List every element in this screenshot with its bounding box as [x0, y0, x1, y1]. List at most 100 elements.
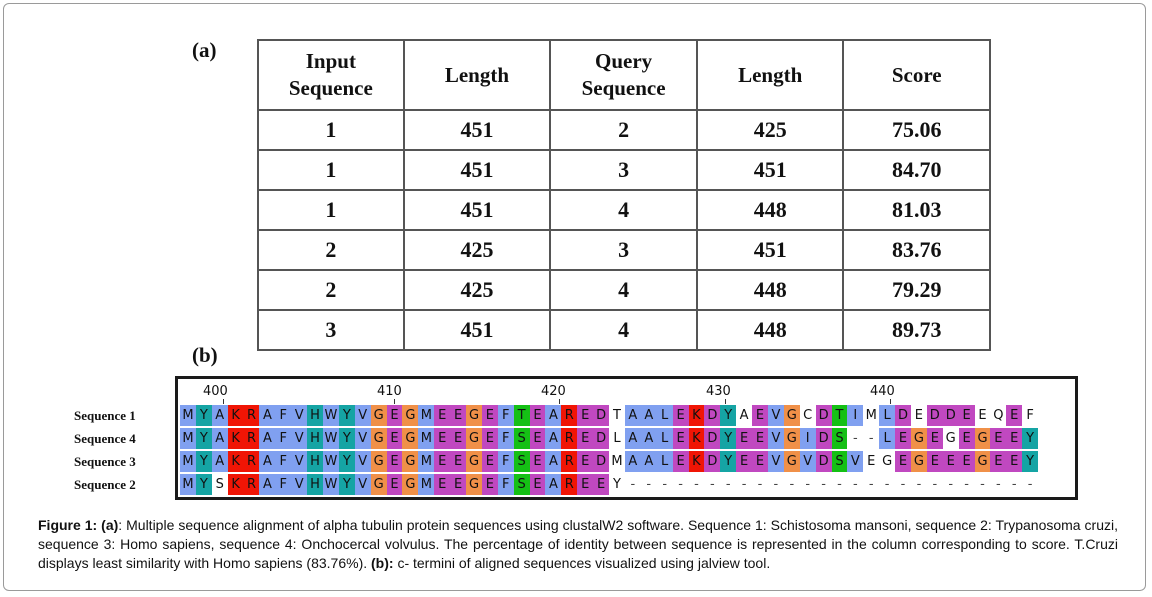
- residue: G: [974, 428, 991, 449]
- residue: Y: [609, 474, 625, 495]
- residue: W: [323, 451, 339, 472]
- residue: Y: [195, 451, 212, 472]
- residue: M: [418, 405, 435, 426]
- residue: D: [815, 405, 832, 426]
- table-row: 3 451 4 448 89.73: [257, 309, 991, 351]
- residue: G: [910, 451, 927, 472]
- residue: Y: [195, 405, 212, 426]
- residue: -: [958, 474, 975, 495]
- residue: -: [895, 474, 911, 495]
- cell: 2: [257, 269, 405, 311]
- residue: K: [688, 428, 705, 449]
- residue: -: [815, 474, 832, 495]
- residue: -: [926, 474, 943, 495]
- ruler-tick: [394, 399, 395, 404]
- cell: 83.76: [842, 229, 991, 271]
- residue: M: [180, 474, 196, 495]
- residue: R: [243, 474, 260, 495]
- residue: S: [831, 428, 848, 449]
- residue: E: [529, 405, 546, 426]
- panel-b-label: (b): [192, 343, 218, 367]
- caption-part-a-text: : Multiple sequence alignment of alpha t…: [38, 517, 1118, 571]
- residue: E: [434, 474, 451, 495]
- residue: A: [545, 474, 562, 495]
- residue: -: [974, 474, 991, 495]
- header-input-sequence: Input Sequence: [257, 39, 405, 111]
- figure-caption: Figure 1: (a): Multiple sequence alignme…: [38, 516, 1118, 573]
- residue: A: [211, 405, 228, 426]
- residue: Y: [338, 451, 355, 472]
- residue: K: [227, 428, 244, 449]
- residue: -: [783, 474, 800, 495]
- header-score: Score: [842, 39, 991, 111]
- residue: D: [815, 428, 832, 449]
- residue: Y: [1022, 428, 1039, 449]
- residue: V: [847, 451, 864, 472]
- residue: G: [402, 428, 419, 449]
- residue: E: [450, 428, 467, 449]
- ruler-label: 400: [203, 384, 228, 399]
- residue: M: [180, 405, 196, 426]
- residue: A: [211, 428, 228, 449]
- residue: V: [291, 428, 308, 449]
- residue: F: [497, 428, 514, 449]
- residue: G: [466, 474, 482, 495]
- residue: Y: [720, 405, 737, 426]
- residue: E: [942, 451, 959, 472]
- cell: 75.06: [842, 109, 991, 151]
- residue: E: [450, 474, 467, 495]
- cell: 1: [257, 109, 405, 151]
- residue: E: [895, 451, 911, 472]
- residue: A: [545, 428, 562, 449]
- residue: T: [513, 405, 530, 426]
- residue: E: [593, 474, 610, 495]
- residue: V: [799, 451, 816, 472]
- residue: E: [958, 405, 975, 426]
- cell: 4: [549, 309, 698, 351]
- sequence-name: Sequence 1: [74, 408, 136, 423]
- cell: 81.03: [842, 189, 991, 231]
- residue: H: [307, 405, 324, 426]
- residue: -: [736, 474, 753, 495]
- ruler-tick: [890, 399, 891, 404]
- residue: D: [926, 405, 943, 426]
- residue: G: [402, 474, 419, 495]
- residue: E: [577, 405, 594, 426]
- table-row: 1 451 2 425 75.06: [257, 109, 991, 151]
- residue: E: [1006, 428, 1023, 449]
- residue: G: [466, 451, 482, 472]
- residue: D: [704, 428, 721, 449]
- residue: -: [720, 474, 737, 495]
- cell: 451: [402, 149, 552, 191]
- residue: A: [624, 405, 641, 426]
- cell: 448: [695, 269, 845, 311]
- ruler-label: 420: [541, 384, 566, 399]
- cell: 451: [402, 189, 552, 231]
- residue: E: [386, 474, 403, 495]
- cell: 448: [695, 309, 845, 351]
- residue: E: [672, 405, 689, 426]
- residue: G: [783, 405, 800, 426]
- residue: G: [783, 428, 800, 449]
- residue: V: [291, 405, 308, 426]
- residue: -: [863, 474, 880, 495]
- residue: E: [752, 405, 768, 426]
- residue: S: [513, 451, 530, 472]
- residue: G: [974, 451, 991, 472]
- residue: S: [513, 474, 530, 495]
- caption-part-b-label: (b):: [371, 555, 394, 571]
- cell: 3: [549, 229, 698, 271]
- residue: R: [243, 451, 260, 472]
- residue: F: [497, 474, 514, 495]
- residue: -: [624, 474, 641, 495]
- cell: 1: [257, 149, 405, 191]
- residue: E: [577, 451, 594, 472]
- residue: H: [307, 474, 324, 495]
- residue: E: [863, 451, 880, 472]
- residue: E: [1006, 451, 1023, 472]
- residue: M: [863, 405, 880, 426]
- residue: E: [895, 428, 911, 449]
- residue: E: [481, 405, 498, 426]
